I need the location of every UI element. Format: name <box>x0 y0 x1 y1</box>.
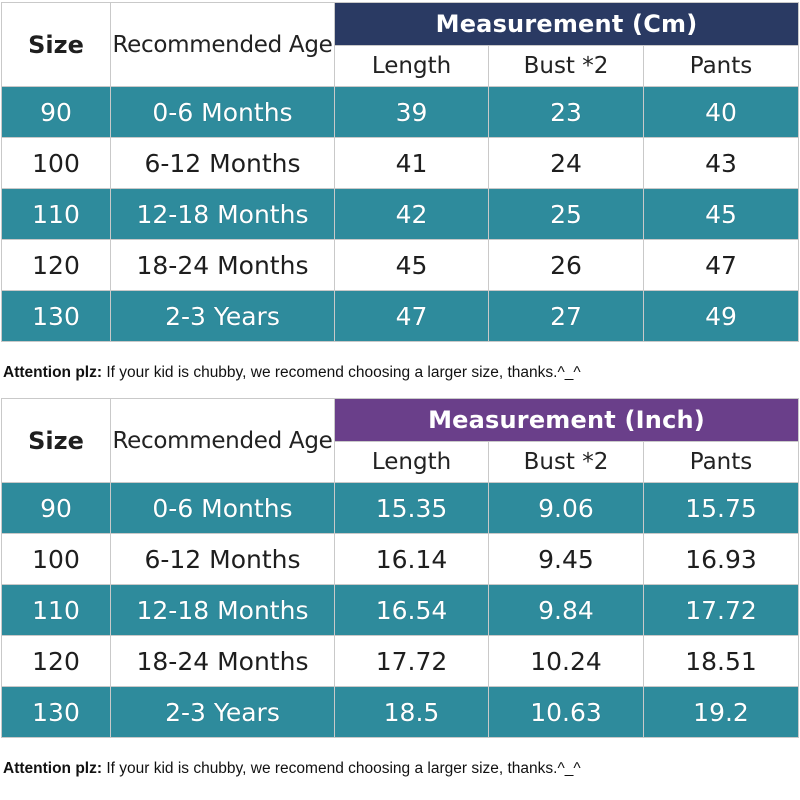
table-row: 130 2-3 Years 47 27 49 <box>1 290 800 342</box>
attention-note: Attention plz: If your kid is chubby, we… <box>3 364 581 382</box>
size-chart-inch: Size Recommended Age Measurement (Inch) … <box>0 0 800 777</box>
size-cell: 110 <box>1 188 111 240</box>
pants-header: Pants <box>642 45 800 87</box>
length-cell: 16.14 <box>334 533 489 585</box>
age-header: Recommended Age <box>110 398 335 483</box>
length-cell: 42 <box>334 188 489 240</box>
attention-label: Attention plz: <box>3 760 103 777</box>
size-cell: 130 <box>1 290 111 342</box>
pants-cell: 15.75 <box>642 482 800 534</box>
age-cell: 0-6 Months <box>110 86 335 138</box>
bust-cell: 9.45 <box>488 533 644 585</box>
bust-cell: 27 <box>488 290 644 342</box>
size-header: Size <box>1 2 111 87</box>
length-cell: 45 <box>334 239 489 291</box>
table-row: 120 18-24 Months 45 26 47 <box>1 239 800 291</box>
age-cell: 0-6 Months <box>110 482 335 534</box>
length-cell: 39 <box>334 86 489 138</box>
size-cell: 130 <box>1 686 111 738</box>
pants-cell: 40 <box>642 86 800 138</box>
size-cell: 110 <box>1 584 111 636</box>
length-header: Length <box>334 45 489 87</box>
table-row: 100 6-12 Months 16.14 9.45 16.93 <box>1 533 800 585</box>
length-cell: 15.35 <box>334 482 489 534</box>
pants-cell: 17.72 <box>642 584 800 636</box>
attention-text: If your kid is chubby, we recomend choos… <box>102 364 581 381</box>
bust-cell: 9.84 <box>488 584 644 636</box>
size-cell: 90 <box>1 482 111 534</box>
attention-label: Attention plz: <box>3 364 103 381</box>
attention-note: Attention plz: If your kid is chubby, we… <box>3 760 581 778</box>
size-cell: 120 <box>1 635 111 687</box>
age-cell: 12-18 Months <box>110 188 335 240</box>
bust-cell: 23 <box>488 86 644 138</box>
size-table-cm: Size Recommended Age Measurement (Cm) Le… <box>1 2 800 342</box>
bust-cell: 10.24 <box>488 635 644 687</box>
bust-cell: 24 <box>488 137 644 189</box>
length-cell: 18.5 <box>334 686 489 738</box>
age-cell: 18-24 Months <box>110 635 335 687</box>
length-cell: 16.54 <box>334 584 489 636</box>
size-cell: 120 <box>1 239 111 291</box>
pants-cell: 16.93 <box>642 533 800 585</box>
table-row: 90 0-6 Months 39 23 40 <box>1 86 800 138</box>
size-header: Size <box>1 398 111 483</box>
table-row: 110 12-18 Months 16.54 9.84 17.72 <box>1 584 800 636</box>
age-cell: 12-18 Months <box>110 584 335 636</box>
size-cell: 100 <box>1 137 111 189</box>
length-header: Length <box>334 441 489 483</box>
bust-cell: 10.63 <box>488 686 644 738</box>
pants-cell: 47 <box>642 239 800 291</box>
table-row: 130 2-3 Years 18.5 10.63 19.2 <box>1 686 800 738</box>
table-row: 90 0-6 Months 15.35 9.06 15.75 <box>1 482 800 534</box>
table-row: 110 12-18 Months 42 25 45 <box>1 188 800 240</box>
age-cell: 6-12 Months <box>110 533 335 585</box>
size-cell: 100 <box>1 533 111 585</box>
attention-text: If your kid is chubby, we recomend choos… <box>102 760 581 777</box>
length-cell: 47 <box>334 290 489 342</box>
pants-cell: 45 <box>642 188 800 240</box>
pants-cell: 49 <box>642 290 800 342</box>
bust-cell: 26 <box>488 239 644 291</box>
age-cell: 18-24 Months <box>110 239 335 291</box>
age-header: Recommended Age <box>110 2 335 87</box>
bust-header: Bust *2 <box>488 441 644 483</box>
pants-cell: 19.2 <box>642 686 800 738</box>
pants-cell: 18.51 <box>642 635 800 687</box>
pants-header: Pants <box>642 441 800 483</box>
bust-cell: 25 <box>488 188 644 240</box>
size-chart-cm: Size Recommended Age Measurement (Cm) Le… <box>0 0 800 398</box>
measurement-title-inch: Measurement (Inch) <box>333 398 800 442</box>
bust-cell: 9.06 <box>488 482 644 534</box>
age-cell: 2-3 Years <box>110 686 335 738</box>
size-table-inch: Size Recommended Age Measurement (Inch) … <box>1 398 800 738</box>
bust-header: Bust *2 <box>488 45 644 87</box>
age-cell: 2-3 Years <box>110 290 335 342</box>
pants-cell: 43 <box>642 137 800 189</box>
age-cell: 6-12 Months <box>110 137 335 189</box>
measurement-title-cm: Measurement (Cm) <box>333 2 800 46</box>
length-cell: 17.72 <box>334 635 489 687</box>
table-row: 120 18-24 Months 17.72 10.24 18.51 <box>1 635 800 687</box>
